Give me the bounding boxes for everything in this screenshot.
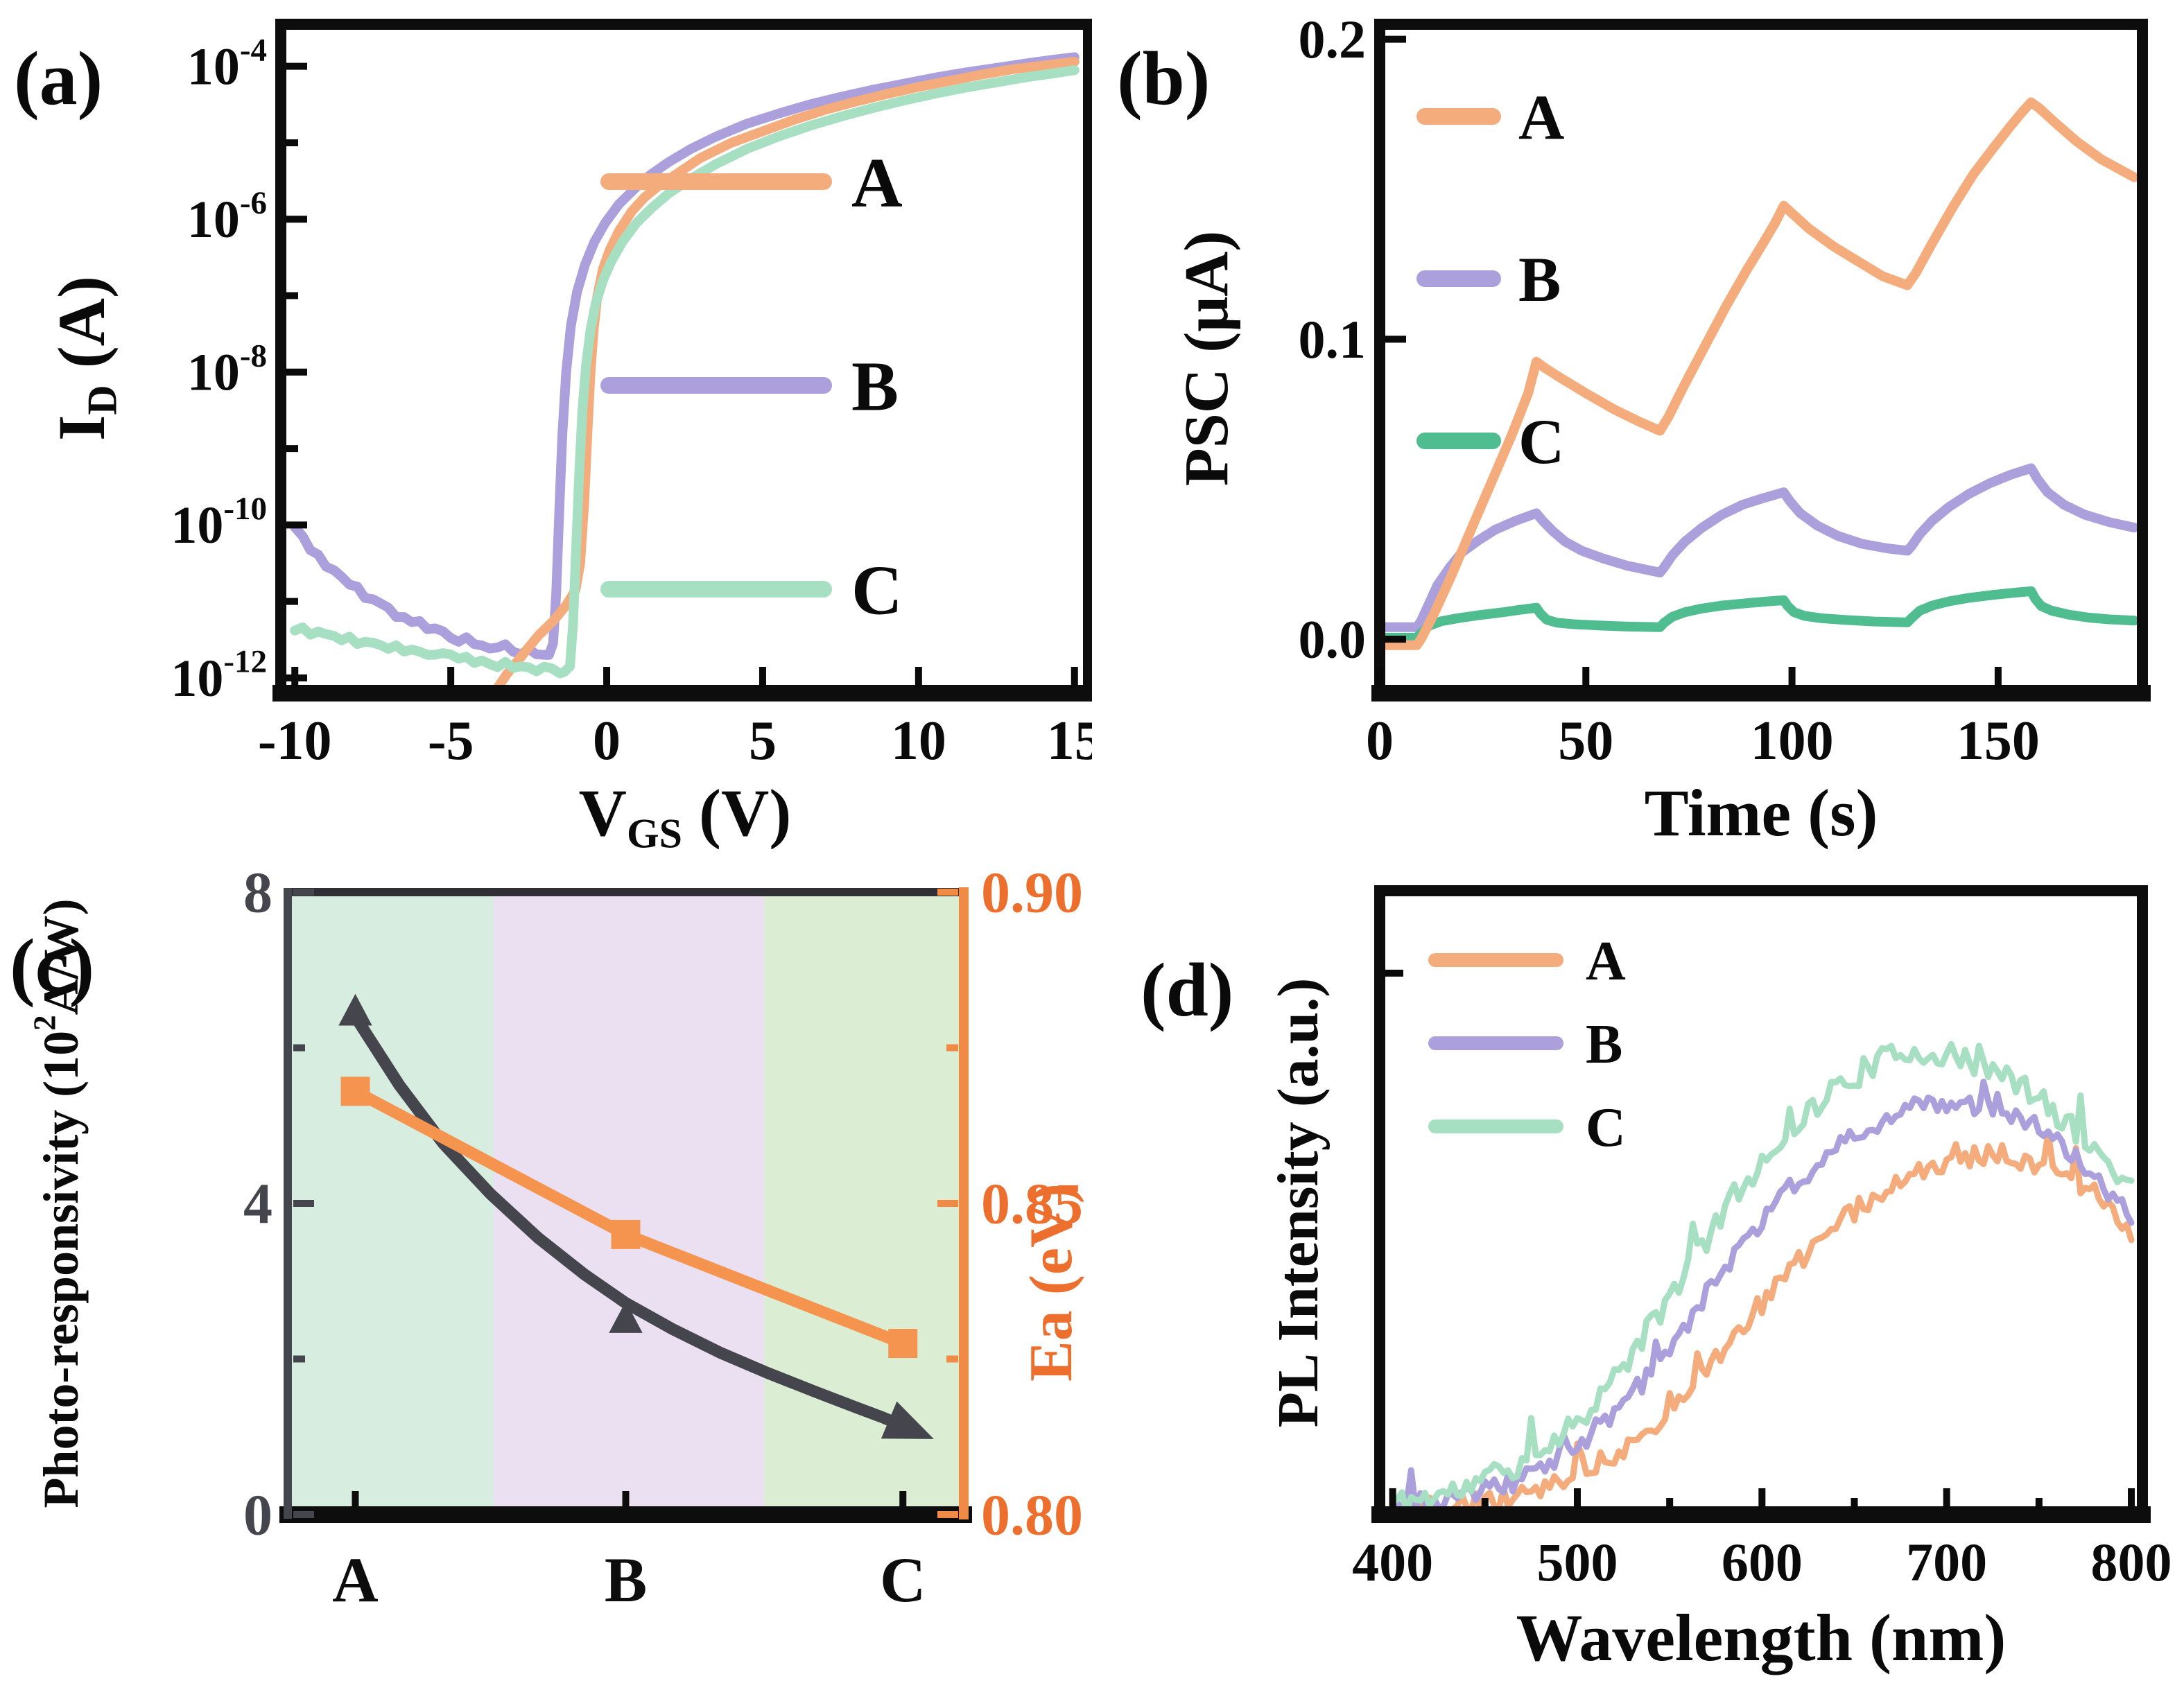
- panel-letter-b: (b): [1117, 36, 1210, 121]
- series-C: [1380, 586, 2140, 643]
- ticks-and-tick-labels: -10 -5 0 5 10 15 10-4 10-6 10-8 10-10 10-12: [171, 32, 1102, 772]
- x-tick-label: 0: [1366, 711, 1394, 772]
- y-tick-label: 10-12: [171, 644, 267, 708]
- y2-axis-label: Ea (eV): [1018, 1183, 1085, 1382]
- legend: A B C: [600, 144, 903, 630]
- legend-label-C: C: [1586, 1097, 1626, 1158]
- legend-label-A: A: [1586, 931, 1626, 992]
- x-tick-label: A: [332, 1544, 378, 1615]
- x-tick-label: -5: [428, 711, 474, 772]
- x-axis-label: VGS (V): [579, 776, 792, 849]
- y-tick-label: 10-6: [187, 185, 267, 249]
- y-tick-label: 10-8: [187, 338, 267, 401]
- series-C: [290, 65, 1080, 679]
- triangle-marker: [338, 993, 372, 1026]
- y-axis-label: ID (A): [44, 276, 125, 441]
- axes-frame: [1371, 885, 2151, 1523]
- markers-Photo-responsivity: [338, 993, 934, 1439]
- series-B: [1389, 1079, 2135, 1515]
- panel-letter-c: (c): [10, 923, 94, 1008]
- y-axis-label: Photo-responsivity (102A/W): [28, 898, 89, 1508]
- legend-label-A: A: [1518, 82, 1564, 153]
- plot-area: [1389, 1040, 2135, 1515]
- x-axis-label: Time (s): [1645, 776, 1878, 849]
- series-C: [1389, 1040, 2135, 1515]
- series-A: [487, 57, 1080, 693]
- x-tick-label: 800: [2091, 1532, 2172, 1592]
- panel-a-canvas: -10 -5 0 5 10 15 10-4 10-6 10-8 10-10 10-12 VGS (V)…: [14, 19, 1102, 856]
- series-B: [290, 52, 1080, 660]
- panel-c: A B C 0 4 8 0.80 0.85 0.90 Photo-responsivity (10…: [0, 849, 1092, 1699]
- x-tick-label: 0: [593, 711, 621, 772]
- ticks-and-tick-labels: 0 50 100 150 0.2 0.1 0.0: [1299, 9, 2040, 772]
- series-A: [1380, 97, 2140, 650]
- y-tick-label: 0.1: [1299, 309, 1367, 369]
- panel-letter-a: (a): [14, 36, 103, 121]
- axes-frame: [279, 887, 972, 1523]
- y-tick-label: 8: [243, 861, 272, 925]
- series-Photo-responsivity: [349, 1011, 909, 1432]
- square-marker: [611, 1219, 641, 1249]
- background-band: [494, 892, 765, 1515]
- legend-label-C: C: [851, 552, 903, 630]
- x-tick-label: 15: [1047, 711, 1092, 772]
- legend-label-B: B: [1586, 1014, 1622, 1075]
- arrow-marker: [881, 1401, 934, 1439]
- panel-b-canvas: 0 50 100 150 0.2 0.1 0.0 Time (s) PSC (μA) (b) A B C: [1117, 9, 2151, 850]
- x-tick-label: C: [880, 1544, 926, 1615]
- x-tick-label: 100: [1751, 711, 1834, 772]
- series-A: [1389, 1130, 2135, 1515]
- y-tick-label: 0.2: [1299, 9, 1367, 69]
- y2-tick-label: 0.90: [981, 861, 1083, 925]
- legend-label-A: A: [851, 144, 903, 223]
- y-tick-label: 0: [243, 1483, 272, 1548]
- y-tick-label: 4: [243, 1172, 272, 1237]
- triangle-marker: [609, 1301, 643, 1333]
- x-tick-label: 50: [1558, 711, 1613, 772]
- legend-label-B: B: [1518, 244, 1561, 315]
- x-tick-label: B: [605, 1544, 647, 1615]
- y-tick-label: 0.0: [1299, 609, 1367, 670]
- x-tick-label: -10: [258, 711, 332, 772]
- panel-b: 0 50 100 150 0.2 0.1 0.0 Time (s) PSC (μA) (b) A B C: [1092, 0, 2184, 853]
- legend: ABC: [1428, 931, 1626, 1158]
- markers-Ea: [340, 1077, 918, 1359]
- x-tick-label: 500: [1536, 1532, 1618, 1592]
- y2-tick-label: 0.85: [981, 1172, 1083, 1237]
- square-marker: [340, 1077, 370, 1106]
- x-tick-label: 5: [749, 711, 777, 772]
- ticks-and-tick-labels: A B C 0 4 8 0.80 0.85 0.90: [243, 861, 1083, 1615]
- x-tick-label: 700: [1906, 1532, 1987, 1592]
- panel-letter-d: (d): [1141, 948, 1233, 1032]
- x-tick-label: 150: [1957, 711, 2040, 772]
- series-B: [1380, 463, 2140, 632]
- panel-d: 400 500 600 700 800 Wavelength (nm) PL Intensi…: [1092, 849, 2184, 1699]
- y-axis-label: PSC (μA): [1172, 231, 1241, 486]
- x-tick-label: 600: [1722, 1532, 1803, 1592]
- axes-frame: [272, 19, 1097, 702]
- ticks-and-tick-labels: 400 500 600 700 800: [1352, 969, 2172, 1592]
- plot-area: [1380, 97, 2140, 650]
- square-marker: [888, 1329, 918, 1359]
- panel-a: -10 -5 0 5 10 15 10-4 10-6 10-8 10-10 10-12 VGS (V)…: [0, 0, 1102, 856]
- panel-c-canvas: A B C 0 4 8 0.80 0.85 0.90 Photo-responsivity (10…: [10, 861, 1085, 1615]
- x-tick-label: 10: [891, 711, 946, 772]
- y-tick-label: 10-4: [187, 32, 267, 96]
- background-band: [288, 892, 494, 1515]
- legend-label-C: C: [1518, 406, 1564, 477]
- x-tick-label: 400: [1352, 1532, 1433, 1592]
- y-axis-label: PL Intensity (a.u.): [1266, 978, 1331, 1428]
- y-tick-label: 10-10: [171, 491, 267, 555]
- axes-frame: [1371, 19, 2151, 702]
- legend-label-B: B: [851, 348, 899, 426]
- y2-tick-label: 0.80: [981, 1483, 1083, 1548]
- legend: A B C: [1416, 82, 1564, 477]
- x-axis-label: Wavelength (nm): [1516, 1601, 2007, 1675]
- panel-d-canvas: 400 500 600 700 800 Wavelength (nm) PL Intensi…: [1141, 885, 2172, 1675]
- plot-area: [290, 52, 1080, 693]
- background-band: [764, 892, 964, 1515]
